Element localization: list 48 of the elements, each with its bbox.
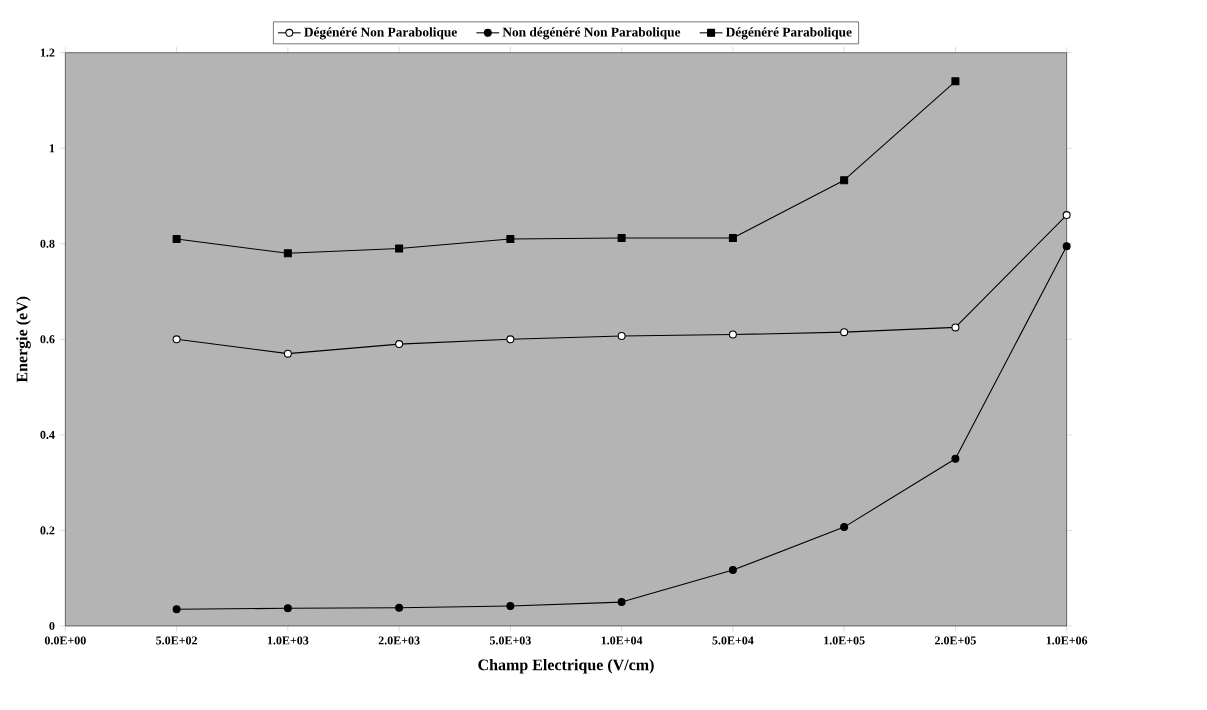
point	[395, 603, 404, 612]
point	[617, 598, 626, 607]
point	[840, 176, 849, 185]
point	[172, 335, 181, 344]
x-tick-label: 1.0E+06	[1046, 636, 1088, 645]
x-axis-title: Champ Electrique (V/cm)	[478, 659, 654, 674]
point	[728, 330, 737, 339]
point	[951, 323, 960, 332]
point	[728, 234, 737, 243]
point	[617, 331, 626, 340]
y-tick-label: 0.6	[40, 335, 55, 344]
y-tick-label: 0.2	[40, 526, 55, 535]
legend-label: Non dégénéré Non Parabolique	[502, 27, 681, 40]
point	[506, 234, 515, 243]
point	[951, 454, 960, 463]
x-tick-label: 2.0E+03	[378, 636, 420, 645]
x-tick-label: 0.0E+00	[44, 636, 86, 645]
legend-label: Dégénéré Non Parabolique	[304, 27, 457, 40]
legend-label: Dégénéré Parabolique	[725, 27, 852, 40]
point	[283, 249, 292, 258]
x-tick-label: 5.0E+03	[489, 636, 531, 645]
y-tick-label: 0	[49, 621, 55, 631]
point	[283, 604, 292, 613]
x-tick-label: 5.0E+04	[712, 636, 754, 645]
x-tick-label: 1.0E+04	[601, 636, 643, 645]
point	[283, 349, 292, 358]
point	[506, 335, 515, 344]
point	[951, 77, 960, 86]
point	[1062, 211, 1071, 220]
point	[395, 244, 404, 253]
point	[840, 523, 849, 532]
y-tick-label: 1.2	[40, 48, 55, 57]
y-tick-label: 0.4	[40, 430, 55, 439]
x-tick-label: 1.0E+05	[824, 636, 865, 645]
point	[172, 234, 181, 243]
x-tick-label: 5.0E+02	[156, 636, 197, 645]
y-tick-label: 1	[49, 144, 55, 153]
x-tick-label: 2.0E+05	[934, 636, 976, 645]
point	[840, 328, 849, 337]
point	[506, 601, 515, 610]
point	[172, 605, 181, 614]
point	[617, 234, 626, 243]
x-tick-label: 1.0E+03	[267, 636, 309, 645]
point	[728, 566, 737, 575]
y-axis-title: Energie (eV)	[16, 296, 31, 383]
point	[395, 340, 404, 349]
point	[1062, 242, 1071, 251]
y-tick-label: 0.8	[40, 239, 55, 248]
